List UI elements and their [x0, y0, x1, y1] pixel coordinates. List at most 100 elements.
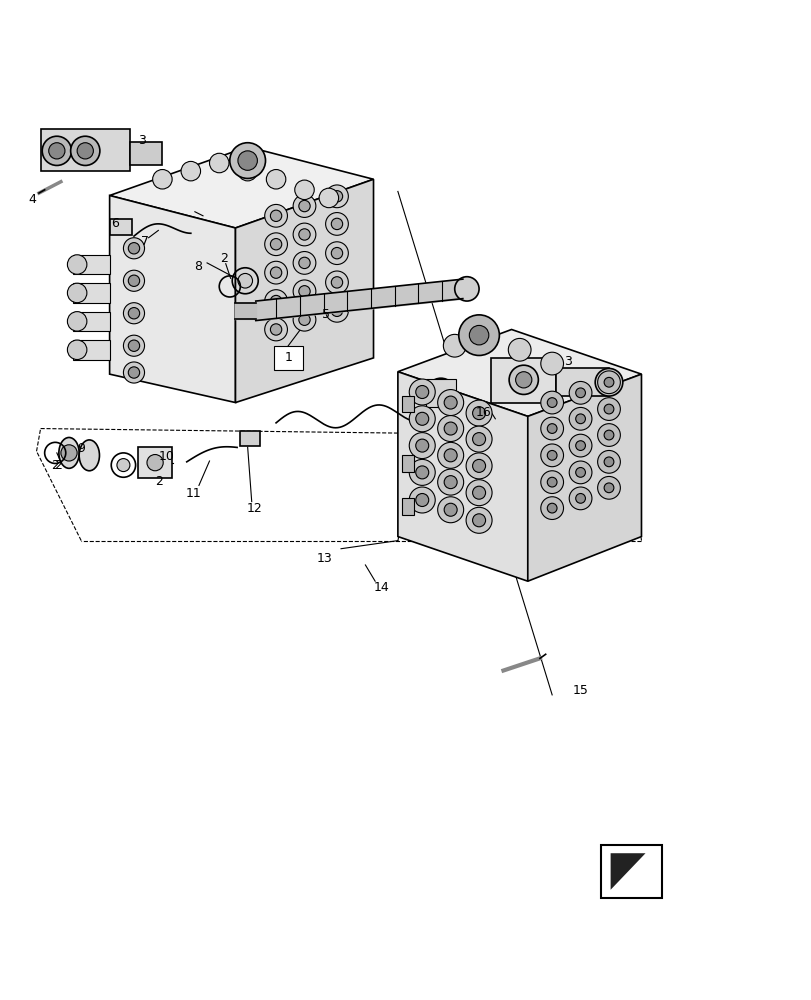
Circle shape — [77, 143, 93, 159]
Text: 2: 2 — [51, 459, 59, 472]
Circle shape — [123, 270, 144, 291]
Circle shape — [426, 378, 455, 407]
Circle shape — [415, 466, 428, 479]
Bar — [130, 142, 162, 165]
Circle shape — [294, 180, 314, 200]
Circle shape — [128, 308, 139, 319]
Text: 5: 5 — [322, 308, 330, 321]
Circle shape — [575, 441, 585, 450]
Circle shape — [597, 398, 620, 420]
Bar — [138, 447, 172, 478]
Circle shape — [603, 430, 613, 440]
Circle shape — [266, 170, 285, 189]
Circle shape — [547, 450, 556, 460]
Circle shape — [603, 483, 613, 493]
Circle shape — [298, 257, 310, 269]
Circle shape — [264, 233, 287, 256]
Text: 3: 3 — [138, 134, 146, 147]
Circle shape — [331, 277, 342, 288]
Circle shape — [569, 407, 591, 430]
Circle shape — [264, 204, 287, 227]
Circle shape — [569, 434, 591, 457]
Bar — [401, 455, 414, 472]
Circle shape — [597, 371, 620, 394]
Circle shape — [437, 442, 463, 468]
Circle shape — [238, 151, 257, 170]
Circle shape — [325, 213, 348, 235]
Circle shape — [128, 340, 139, 351]
Circle shape — [597, 476, 620, 499]
Bar — [73, 283, 109, 303]
Circle shape — [152, 170, 172, 189]
Circle shape — [128, 367, 139, 378]
Circle shape — [469, 325, 488, 345]
Bar — [401, 396, 414, 412]
Text: 15: 15 — [572, 684, 588, 697]
Circle shape — [415, 386, 428, 398]
Circle shape — [444, 396, 457, 409]
Bar — [401, 498, 414, 515]
Circle shape — [597, 450, 620, 473]
Text: 10: 10 — [158, 450, 174, 463]
Circle shape — [547, 477, 556, 487]
Circle shape — [466, 426, 491, 452]
Circle shape — [230, 143, 265, 178]
Text: 12: 12 — [246, 502, 262, 515]
Circle shape — [409, 406, 435, 432]
Circle shape — [515, 372, 531, 388]
Text: 11: 11 — [185, 487, 201, 500]
Bar — [600, 845, 661, 898]
Circle shape — [437, 390, 463, 416]
Circle shape — [466, 507, 491, 533]
Text: 4: 4 — [28, 193, 36, 206]
Circle shape — [331, 191, 342, 202]
Circle shape — [508, 338, 530, 361]
Circle shape — [298, 314, 310, 325]
Text: 6: 6 — [111, 217, 119, 230]
Circle shape — [67, 312, 87, 331]
Circle shape — [123, 362, 144, 383]
Circle shape — [409, 487, 435, 513]
Ellipse shape — [79, 440, 99, 471]
Circle shape — [472, 486, 485, 499]
Circle shape — [293, 280, 315, 303]
Circle shape — [325, 185, 348, 208]
Circle shape — [123, 303, 144, 324]
Circle shape — [147, 455, 163, 471]
Circle shape — [444, 476, 457, 489]
Circle shape — [437, 497, 463, 523]
Circle shape — [61, 445, 77, 461]
Text: 3: 3 — [564, 355, 572, 368]
Circle shape — [597, 424, 620, 446]
Polygon shape — [397, 372, 527, 581]
Circle shape — [409, 433, 435, 459]
Circle shape — [325, 299, 348, 322]
Circle shape — [444, 422, 457, 435]
Circle shape — [475, 326, 498, 349]
Circle shape — [575, 468, 585, 477]
Text: 16: 16 — [474, 406, 491, 419]
Text: 2: 2 — [155, 475, 163, 488]
Circle shape — [415, 412, 428, 425]
Circle shape — [569, 381, 591, 404]
Circle shape — [128, 275, 139, 286]
Circle shape — [472, 433, 485, 446]
Polygon shape — [397, 329, 641, 416]
Circle shape — [458, 315, 499, 355]
Circle shape — [472, 407, 485, 420]
Circle shape — [466, 400, 491, 426]
Text: 8: 8 — [194, 260, 202, 273]
Circle shape — [466, 453, 491, 479]
Circle shape — [209, 153, 229, 173]
Circle shape — [270, 267, 281, 278]
Circle shape — [603, 404, 613, 414]
Circle shape — [181, 161, 200, 181]
Circle shape — [409, 459, 435, 485]
Circle shape — [603, 457, 613, 467]
Circle shape — [603, 377, 613, 387]
Circle shape — [547, 398, 556, 407]
Text: 2: 2 — [220, 252, 228, 265]
Circle shape — [444, 503, 457, 516]
Circle shape — [508, 365, 538, 394]
Circle shape — [331, 247, 342, 259]
